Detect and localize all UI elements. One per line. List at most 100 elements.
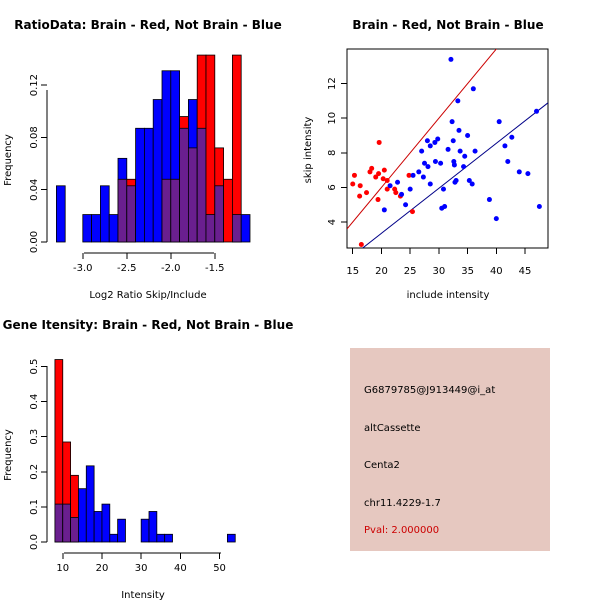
ratio-bar-overlap [231,214,242,243]
point-not-brain [465,133,471,139]
point-brain [369,165,375,171]
intensity-x-tick-label: 20 [96,563,109,574]
p-value: Pval: 2.000000 [364,525,440,536]
intensity-x-tick-label: 50 [213,563,226,574]
point-brain [384,178,390,184]
point-not-brain [424,138,430,144]
ratio-y-tick-label: 0.00 [29,231,40,253]
scatter-y-tick-label: 6 [327,184,338,190]
point-not-brain [395,179,401,185]
intensity-bar-not-brain [164,533,173,543]
scatter-y-tick-label: 8 [327,150,338,156]
point-not-brain [416,169,422,175]
point-not-brain [432,139,438,145]
point-brain [384,186,390,192]
scatter-y-label: skip intensity [303,117,314,184]
point-not-brain [509,134,515,140]
point-not-brain [448,56,454,62]
point-not-brain [472,148,478,154]
point-not-brain [516,169,522,175]
ratio-bar-brain [205,54,216,243]
intensity-bar-overlap [54,503,64,543]
event-type: altCassette [364,423,421,434]
point-brain [350,181,356,187]
point-brain [375,197,381,203]
intensity-bar-not-brain [226,533,236,543]
point-not-brain [462,153,468,159]
point-not-brain [419,148,425,154]
scatter-panel: Brain - Red, Not Brain - Blue 15 20 25 30 35… [303,18,549,301]
ratio-bar-overlap [126,185,137,243]
scatter-y-tick-label: 12 [327,77,338,90]
point-not-brain [425,164,431,170]
point-not-brain [450,138,456,144]
scatter-x-tick-label: 30 [433,266,446,277]
point-not-brain [466,178,472,184]
point-brain [409,209,415,215]
point-not-brain [457,148,463,154]
ratio-histogram-panel: RatioData: Brain - Red, Not Brain - Blue… [3,18,282,301]
intensity-y-label: Frequency [3,429,14,481]
ratio-bar-not-brain [240,214,251,243]
ratio-y-tick-label: 0.08 [29,126,40,148]
point-not-brain [455,98,461,104]
point-not-brain [422,160,428,166]
intensity-bar-not-brain [148,511,158,543]
intensity-ticks: 10 20 30 40 50 0.0 0.1 0.2 0.3 0.4 0.5 [29,359,226,574]
scatter-plot-frame [346,48,549,249]
ratio-histogram-bars [56,54,251,243]
point-not-brain [456,127,462,133]
scatter-x-tick-label: 20 [375,266,388,277]
point-not-brain [387,183,393,189]
intensity-bar-not-brain [101,503,111,543]
point-not-brain [536,203,542,209]
point-brain [351,172,357,178]
point-not-brain [410,172,416,178]
point-not-brain [399,191,405,197]
intensity-y-tick-label: 0.3 [29,429,40,445]
point-not-brain [445,146,451,152]
scatter-y-tick-label: 4 [327,219,338,225]
intensity-x-label: Intensity [121,590,165,600]
intensity-y-tick-label: 0.5 [29,359,40,375]
ratio-y-tick-label: 0.12 [29,74,40,96]
intensity-bar-not-brain [117,518,126,543]
intensity-y-tick-label: 0.0 [29,534,40,550]
probe-info-panel: G6879785@J913449@i_at altCassette Centa2… [350,348,550,551]
point-not-brain [432,158,438,164]
ratio-ticks: -3.0 -2.5 -2.0 -1.5 0.00 0.04 0.08 0.12 [29,74,225,274]
scatter-y-tick-label: 10 [327,112,338,125]
point-not-brain [493,216,499,222]
ratio-bar-not-brain [91,214,101,243]
scatter-x-tick-label: 35 [461,266,474,277]
point-not-brain [451,162,457,168]
ratio-bar-brain [223,178,233,243]
point-not-brain [407,186,413,192]
intensity-histogram-title: Gene Itensity: Brain - Red, Not Brain - … [3,318,294,332]
scatter-x-tick-label: 40 [490,266,503,277]
ratio-bar-overlap [205,214,216,243]
ratio-bar-not-brain [56,185,66,243]
point-not-brain [420,174,426,180]
scatter-ticks: 15 20 25 30 35 40 45 4 6 8 10 12 [327,77,531,277]
probe-id: G6879785@J913449@i_at [364,385,496,396]
point-brain [357,193,363,199]
ratio-y-label: Frequency [3,134,14,186]
ratio-histogram-title: RatioData: Brain - Red, Not Brain - Blue [14,18,281,32]
intensity-histogram-bars [54,359,236,543]
intensity-x-tick-label: 10 [56,563,69,574]
point-brain [380,176,386,182]
intensity-y-tick-label: 0.4 [29,394,40,410]
intensity-bar-overlap [62,503,71,543]
point-not-brain [461,164,467,170]
intensity-x-tick-label: 40 [174,563,187,574]
intensity-histogram-panel: Gene Itensity: Brain - Red, Not Brain - … [3,318,294,600]
ratio-x-tick-label: -2.0 [161,263,181,274]
point-not-brain [403,202,409,208]
point-not-brain [442,203,448,209]
intensity-bar-not-brain [156,533,166,543]
ratio-bar-not-brain [108,214,119,243]
intensity-y-tick-label: 0.1 [29,499,40,515]
ratio-bar-not-brain [100,185,110,243]
